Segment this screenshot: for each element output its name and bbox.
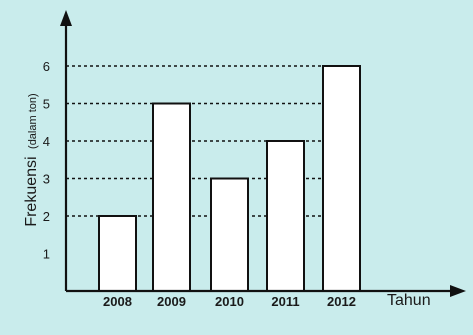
y-tick-label: 4 [43,134,50,149]
y-axis-label-main: Frekuensi [23,156,40,226]
bar [210,177,249,292]
x-tick-label: 2011 [271,294,299,309]
y-tick-label: 1 [43,247,50,262]
x-tick-labels: 2008 2009 2010 2011 2012 [103,294,356,309]
bar [152,102,191,292]
y-tick-label: 2 [43,209,50,224]
bar [266,140,305,292]
x-axis-label: Tahun [387,292,431,309]
x-tick-label: 2010 [215,294,244,309]
y-tick-label: 3 [43,172,50,187]
y-tick-labels: 1 2 3 4 5 6 [43,59,50,262]
bars [98,65,361,292]
x-axis-arrow-icon [450,285,466,297]
x-tick-label: 2009 [157,294,186,309]
y-tick-label: 6 [43,59,50,74]
x-tick-label: 2012 [327,294,356,309]
x-tick-label: 2008 [103,294,132,309]
bar [98,215,137,292]
y-axis-label-unit: (dalam ton) [27,93,39,149]
y-axis-arrow-icon [60,10,72,26]
y-axis-label: Frekuensi (dalam ton) [23,93,40,226]
y-tick-label: 5 [43,97,50,112]
bar [322,65,361,292]
